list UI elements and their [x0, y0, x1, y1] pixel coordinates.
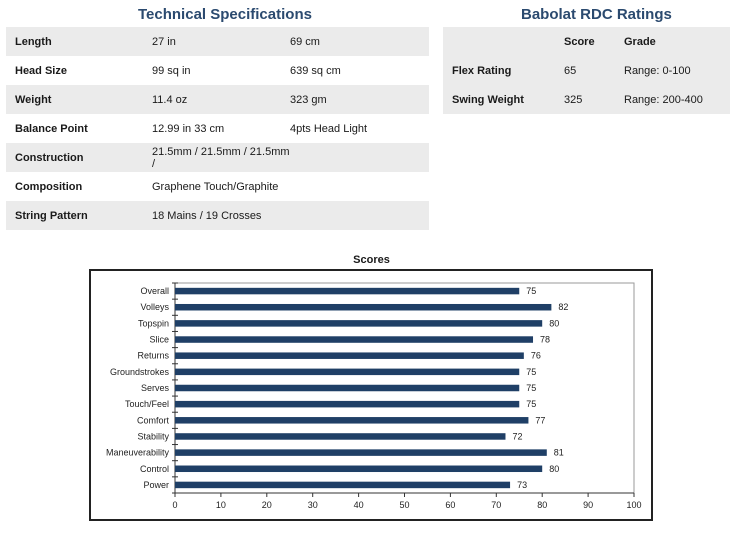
x-tick-label: 10 — [216, 500, 226, 510]
spec-value-metric: 4pts Head Light — [290, 122, 368, 135]
spec-value-imperial: 18 Mains / 19 Crosses — [152, 201, 290, 230]
data-label: 81 — [554, 448, 564, 458]
rdc-score: 65 — [564, 56, 624, 85]
category-label: Topspin — [138, 318, 169, 328]
x-tick-label: 30 — [308, 500, 318, 510]
data-label: 78 — [540, 335, 550, 345]
spec-value-metric — [290, 201, 429, 230]
rdc-ratings-title: Babolat RDC Ratings — [521, 6, 672, 23]
x-tick-label: 0 — [172, 500, 177, 510]
x-tick-label: 20 — [262, 500, 272, 510]
data-label: 75 — [526, 399, 536, 409]
category-label: Touch/Feel — [125, 399, 169, 409]
x-tick-label: 80 — [537, 500, 547, 510]
spec-row-composition: Composition Graphene Touch/Graphite — [6, 172, 429, 201]
rdc-ratings-table: Score Grade Flex Rating 65 Range: 0-100 … — [443, 27, 730, 114]
x-tick-label: 100 — [626, 500, 641, 510]
rdc-header-label — [443, 27, 564, 56]
spec-row-head-size: Head Size 99 sq in 639 sq cm — [6, 56, 429, 85]
spec-label: Length — [6, 27, 152, 56]
spec-label: Balance Point — [15, 122, 88, 135]
spec-label: Construction — [6, 143, 152, 172]
spec-value-metric: 639 sq cm — [290, 64, 341, 77]
rdc-header-row: Score Grade — [443, 27, 730, 56]
bar — [175, 465, 543, 473]
category-label: Overall — [140, 286, 169, 296]
rdc-score: 325 — [564, 85, 624, 114]
scores-chart-frame: 0 10 20 30 40 50 60 70 80 90 100 Overall 75 Volleys 82… — [89, 269, 653, 521]
rdc-label: Swing Weight — [443, 85, 564, 114]
technical-specifications-title: Technical Specifications — [138, 6, 312, 23]
spec-label: String Pattern — [6, 201, 152, 230]
category-label: Comfort — [137, 415, 170, 425]
data-label: 80 — [549, 318, 559, 328]
spec-label: Head Size — [15, 64, 67, 77]
spec-row-length: Length 27 in 69 cm — [6, 27, 429, 56]
spec-value-imperial: 12.99 in 33 cm — [152, 122, 225, 135]
category-label: Power — [143, 480, 169, 490]
x-tick-label: 40 — [354, 500, 364, 510]
category-label: Serves — [141, 383, 170, 393]
data-label: 77 — [535, 415, 545, 425]
spec-value-imperial: 99 sq in — [152, 64, 191, 77]
category-label: Returns — [137, 351, 169, 361]
data-label: 80 — [549, 464, 559, 474]
bar — [175, 384, 520, 392]
spec-row-balance-point: Balance Point 12.99 in 33 cm 4pts Head L… — [6, 114, 429, 143]
bar — [175, 336, 534, 343]
rdc-grade: Range: 0-100 — [624, 56, 730, 85]
category-label: Control — [140, 464, 169, 474]
category-label: Volleys — [140, 302, 169, 312]
bar — [175, 287, 520, 295]
bar — [175, 303, 552, 311]
spec-label: Weight — [6, 85, 152, 114]
x-tick-label: 50 — [399, 500, 409, 510]
data-label: 75 — [526, 367, 536, 377]
category-label: Stability — [137, 431, 169, 441]
spec-row-construction: Construction 21.5mm / 21.5mm / 21.5mm / — [6, 143, 429, 172]
spec-value-imperial: 21.5mm / 21.5mm / 21.5mm / — [152, 143, 290, 172]
bar — [175, 352, 524, 359]
x-tick-label: 70 — [491, 500, 501, 510]
chart-title: Scores — [353, 254, 390, 266]
spec-row-weight: Weight 11.4 oz 323 gm — [6, 85, 429, 114]
data-label: 75 — [526, 286, 536, 296]
data-label: 73 — [517, 480, 527, 490]
rdc-header-grade: Grade — [624, 27, 730, 56]
bar — [175, 433, 506, 440]
spec-value-metric: 69 cm — [290, 27, 429, 56]
bar — [175, 368, 520, 376]
category-label: Slice — [149, 335, 169, 345]
rdc-header-score: Score — [564, 27, 624, 56]
rdc-label: Flex Rating — [443, 56, 564, 85]
x-tick-label: 90 — [583, 500, 593, 510]
spec-value-imperial: 11.4 oz — [152, 85, 290, 114]
spec-value-imperial: Graphene Touch/Graphite — [152, 180, 279, 193]
category-label: Groundstrokes — [110, 367, 170, 377]
technical-specifications-table: Length 27 in 69 cm Head Size 99 sq in 63… — [6, 27, 429, 230]
rdc-grade: Range: 200-400 — [624, 85, 730, 114]
data-label: 75 — [526, 383, 536, 393]
data-label: 82 — [558, 302, 568, 312]
category-label: Maneuverability — [106, 448, 170, 458]
spec-value-metric: 323 gm — [290, 85, 429, 114]
bar — [175, 449, 547, 456]
bar — [175, 481, 511, 489]
bar — [175, 400, 520, 408]
spec-value-metric — [290, 172, 429, 201]
spec-value-metric — [290, 143, 429, 172]
spec-row-string-pattern: String Pattern 18 Mains / 19 Crosses — [6, 201, 429, 230]
scores-chart: 0 10 20 30 40 50 60 70 80 90 100 Overall 75 Volleys 82… — [106, 282, 642, 510]
data-label: 76 — [531, 351, 541, 361]
bar — [175, 320, 543, 327]
rdc-row-swing-weight: Swing Weight 325 Range: 200-400 — [443, 85, 730, 114]
data-label: 72 — [512, 431, 522, 441]
x-tick-label: 60 — [445, 500, 455, 510]
spec-value-imperial: 27 in — [152, 27, 290, 56]
bar — [175, 417, 529, 424]
rdc-row-flex-rating: Flex Rating 65 Range: 0-100 — [443, 56, 730, 85]
spec-label: Composition — [15, 180, 83, 193]
